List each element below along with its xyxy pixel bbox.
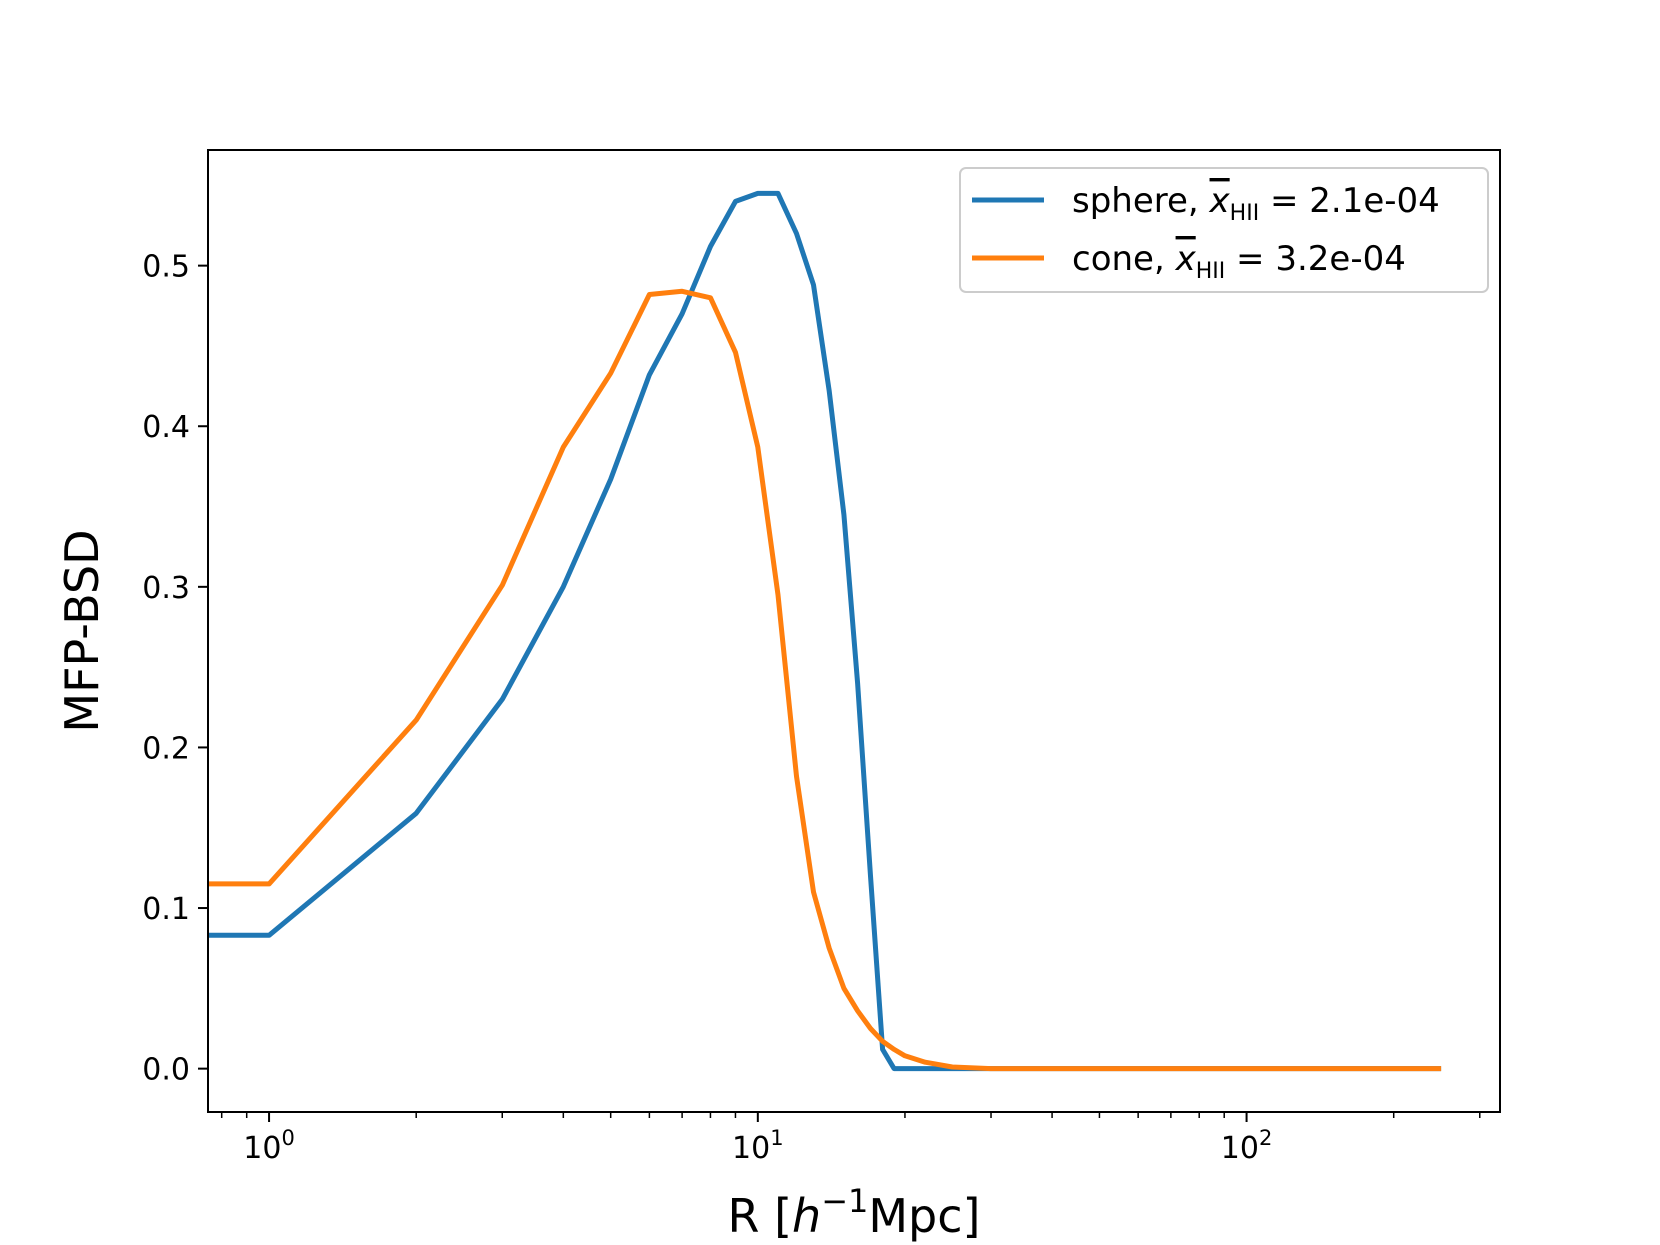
x-axis-label: R [h−1Mpc] xyxy=(728,1182,981,1243)
series-line-cone xyxy=(208,288,1442,1072)
y-tick-label: 0.1 xyxy=(142,892,190,927)
series-layer xyxy=(208,190,1442,1072)
y-axis-label: MFP-BSD xyxy=(55,529,109,732)
x-tick-label: 101 xyxy=(732,1126,784,1166)
y-axis: 0.0 0.1 0.2 0.3 0.4 0.5 xyxy=(142,250,208,1088)
x-axis: 100 101 102 xyxy=(220,1112,1481,1166)
y-tick-label: 0.5 xyxy=(142,250,190,285)
y-tick-label: 0.0 xyxy=(142,1053,190,1088)
plot-frame xyxy=(207,149,1501,1113)
x-tick-label: 100 xyxy=(243,1126,295,1166)
y-tick-label: 0.2 xyxy=(142,731,190,766)
y-tick-label: 0.3 xyxy=(142,571,190,606)
legend: sphere, xHII = 2.1e-04 cone, xHII = 3.2e-… xyxy=(959,167,1489,293)
x-tick-label: 102 xyxy=(1221,1126,1273,1166)
legend-label-sphere: sphere, xHII = 2.1e-04 xyxy=(1072,181,1440,226)
y-tick-label: 0.4 xyxy=(142,410,190,445)
legend-label-cone: cone, xHII = 3.2e-04 xyxy=(1072,239,1406,284)
legend-box xyxy=(959,167,1489,293)
